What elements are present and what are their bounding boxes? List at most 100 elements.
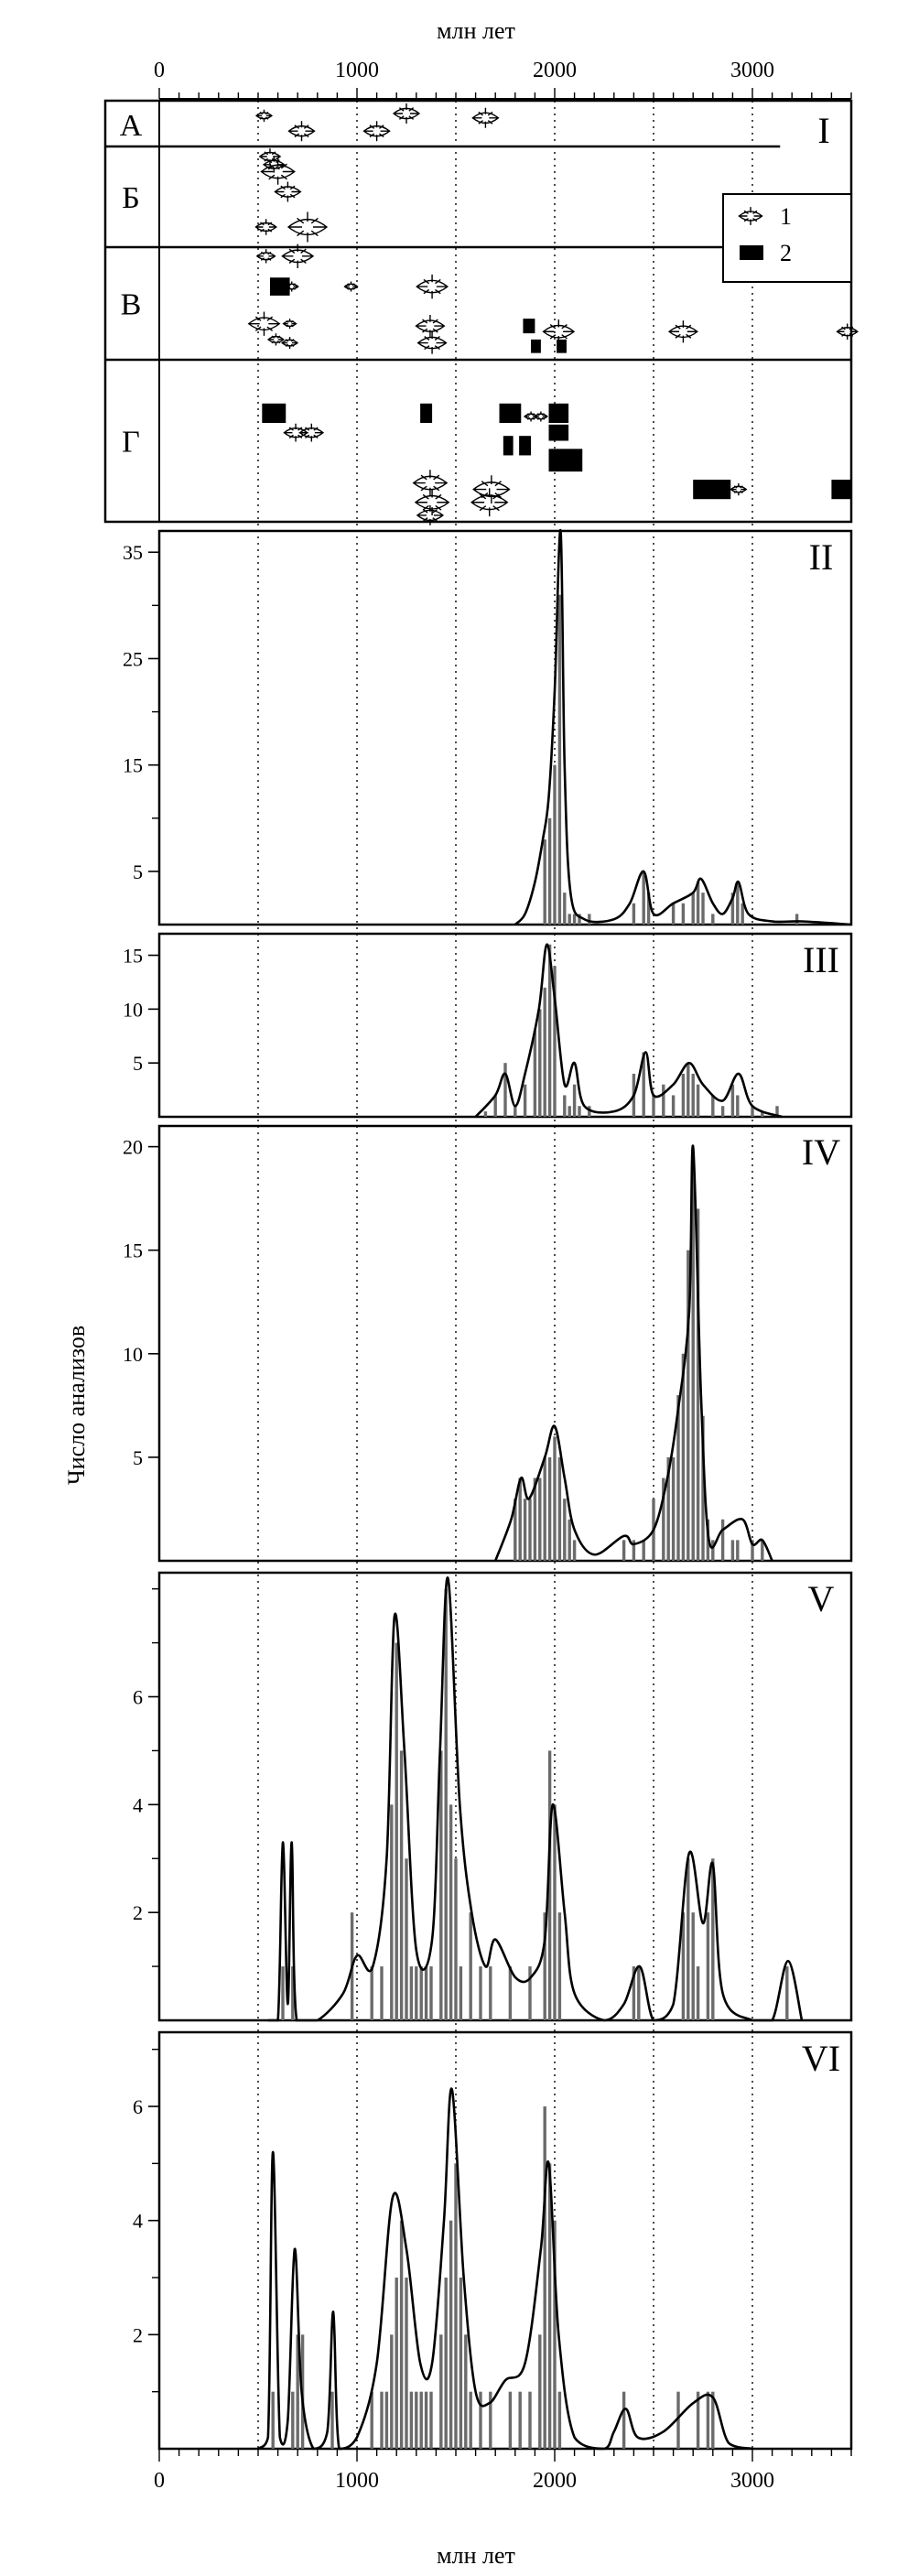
histogram-bar	[547, 944, 552, 1117]
panel-frame	[157, 2030, 853, 2451]
histogram-bar	[701, 893, 705, 925]
panel-II: II 5 15 25 35	[123, 528, 853, 926]
panel-label: III	[803, 939, 839, 980]
star-icon	[287, 121, 316, 142]
panel-frame	[157, 529, 853, 926]
histogram-bar	[538, 2334, 542, 2449]
histogram-bar	[687, 1063, 690, 1117]
panel-VI: VI 2 4 6	[133, 2030, 853, 2451]
histogram-bar	[642, 1052, 645, 1117]
y-tick-label: 4	[133, 1793, 143, 1816]
histogram-bar	[720, 1519, 725, 1561]
top-x-axis-title: млн лет	[437, 17, 515, 44]
histogram-bar	[557, 594, 562, 925]
dating-block	[420, 403, 433, 424]
histogram-bar	[459, 1966, 463, 2020]
histogram-bar	[528, 1499, 532, 1561]
histogram-bar	[543, 987, 546, 1117]
histogram-bar	[528, 2391, 532, 2449]
dating-block	[269, 277, 290, 296]
star-icon	[281, 244, 315, 269]
histogram-bar	[711, 1095, 715, 1117]
histogram-bar	[681, 1353, 686, 1561]
histogram-bar	[681, 1912, 686, 2020]
histogram-bar	[646, 893, 651, 925]
histogram-bar	[701, 1415, 705, 1561]
histogram-bar	[696, 1966, 700, 2020]
histogram-bar	[696, 2391, 700, 2449]
histogram-bar	[711, 1858, 715, 2020]
histogram-bar	[390, 1804, 394, 2020]
histogram-bar	[557, 2391, 562, 2449]
row-label: В	[121, 288, 142, 322]
histogram-bar	[632, 903, 636, 925]
histogram-bar	[518, 1477, 522, 1561]
histogram-bar	[291, 2391, 295, 2449]
star-icon	[470, 488, 509, 517]
histogram-bar	[622, 2391, 626, 2449]
histogram-bar	[528, 1966, 532, 2020]
histogram-bar	[479, 1966, 482, 2020]
dating-block	[548, 449, 583, 472]
y-tick-label: 15	[123, 754, 143, 777]
histogram-bar	[632, 1540, 636, 1561]
histogram-bar	[691, 1073, 695, 1117]
star-icon	[287, 211, 329, 243]
histogram-bar	[736, 882, 740, 925]
dating-block	[503, 436, 514, 456]
panel-frame	[157, 1124, 853, 1563]
histogram-bar	[479, 2391, 482, 2449]
star-icon	[274, 181, 302, 202]
histogram-bar	[568, 914, 571, 925]
histogram-panels: II 5 15 25 35 III 5 10 15 IV 5 10 15 20 V 2 4 6 VI 2 4 6	[123, 528, 853, 2451]
histogram-bar	[523, 1499, 527, 1561]
histogram-bar	[681, 1073, 686, 1117]
histogram-bar	[483, 1111, 488, 1117]
histogram-bar	[538, 1009, 542, 1117]
histogram-bar	[706, 2391, 710, 2449]
histogram-bar	[671, 903, 676, 925]
histogram-bar	[671, 1095, 676, 1117]
histogram-bar	[642, 871, 645, 925]
density-curve	[474, 943, 783, 1119]
histogram-bar	[493, 1095, 497, 1117]
star-icon	[836, 323, 860, 341]
histogram-bar	[637, 1966, 641, 2020]
histogram-bar	[409, 1966, 414, 2020]
histogram-bar	[662, 1477, 665, 1561]
bottom-x-axis-title: млн лет	[437, 2542, 515, 2569]
histogram-bar	[711, 1540, 715, 1561]
histogram-bar	[429, 1966, 433, 2020]
histogram-bar	[687, 1250, 690, 1561]
histogram-bar	[681, 903, 686, 925]
bottom-tick-label: 1000	[335, 2469, 379, 2493]
histogram-bar	[563, 1095, 567, 1117]
histogram-bar	[666, 1456, 670, 1561]
star-icon	[392, 103, 421, 124]
histogram-bar	[380, 2391, 384, 2449]
density-curve	[267, 1576, 804, 2022]
bottom-tick-label: 2000	[533, 2469, 577, 2493]
histogram-bar	[296, 2334, 299, 2449]
histogram-bar	[696, 1084, 700, 1117]
star-icon	[471, 107, 500, 128]
y-tick-label: 25	[123, 647, 143, 670]
histogram-bar	[553, 764, 557, 925]
star-icon	[415, 315, 446, 338]
y-tick-label: 15	[123, 1239, 143, 1262]
histogram-bar	[691, 1912, 695, 2020]
star-icon	[738, 207, 763, 225]
histogram-bar	[671, 1456, 676, 1561]
histogram-bar	[543, 839, 546, 925]
star-icon	[281, 336, 299, 350]
histogram-bar	[424, 2391, 428, 2449]
panel-III: III 5 10 15	[123, 932, 853, 1119]
star-icon	[416, 504, 445, 525]
dating-block	[519, 436, 532, 456]
histogram-bar	[578, 914, 581, 925]
top-tick-label: 1000	[335, 59, 379, 82]
histogram-bar	[563, 893, 567, 925]
bottom-tick-label: 3000	[730, 2469, 774, 2493]
histogram-bar	[271, 2391, 275, 2449]
